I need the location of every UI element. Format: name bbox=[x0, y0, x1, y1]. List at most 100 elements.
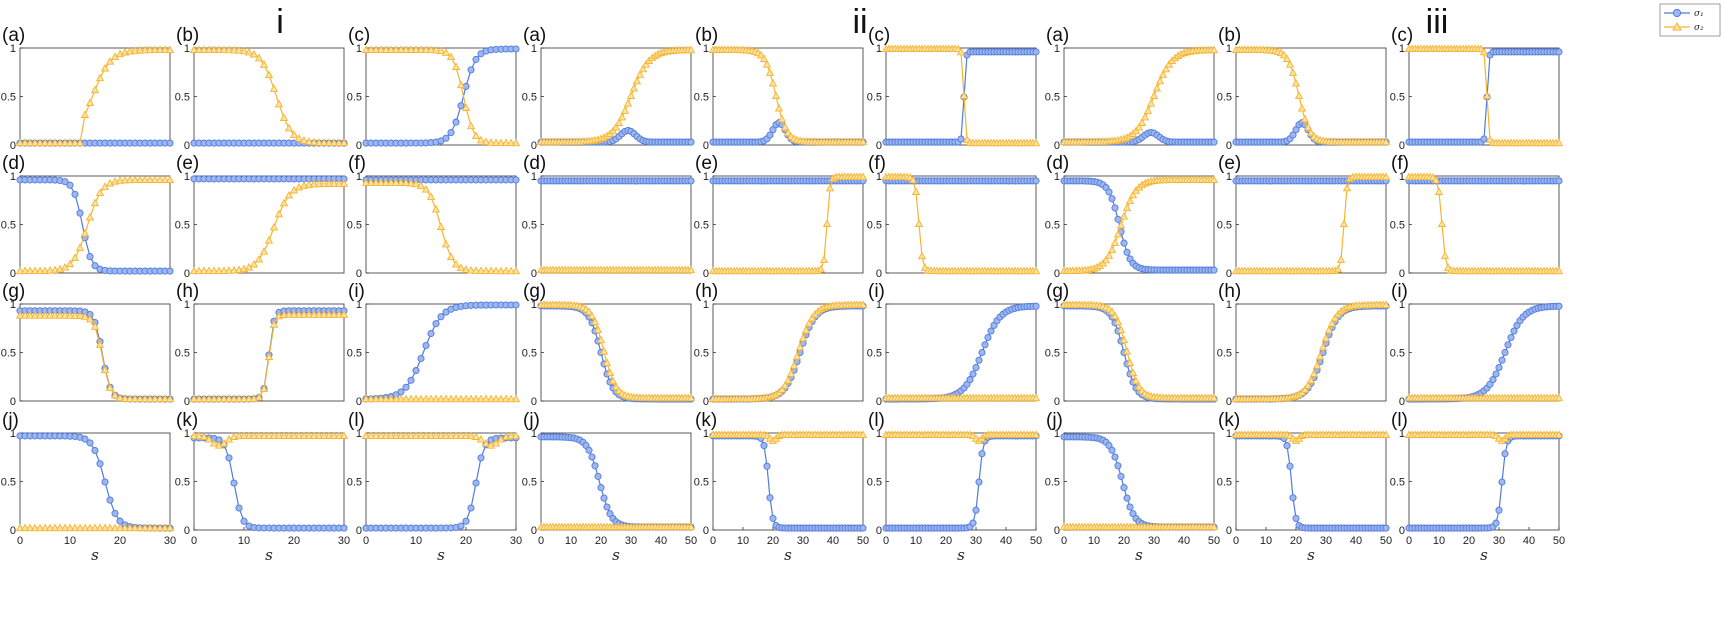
y-tick-label: 1 bbox=[1054, 299, 1060, 311]
series-sigma2-point bbox=[1134, 382, 1144, 391]
series-sigma2-point bbox=[130, 175, 140, 184]
y-tick-label: 1 bbox=[876, 428, 882, 440]
panel-ii-j: 00.510 10 20 30 40 50s(j) bbox=[522, 410, 697, 564]
series-sigma1-point bbox=[1292, 126, 1300, 134]
y-tick-label: 0.5 bbox=[1045, 348, 1060, 360]
panel-iii-g: 0 0.5 1(g) bbox=[1045, 281, 1219, 408]
series-sigma2-point bbox=[466, 121, 476, 130]
series-sigma2-point bbox=[461, 103, 471, 111]
series-sigma1-point bbox=[978, 450, 986, 458]
series-sigma1-point bbox=[81, 435, 89, 443]
y-tick-label: 1 bbox=[184, 299, 190, 311]
series-sigma2-point bbox=[25, 266, 35, 275]
y-tick-label: 0.5 bbox=[1045, 220, 1060, 232]
series-sigma1-point bbox=[477, 454, 485, 462]
series-sigma2-point bbox=[611, 382, 621, 391]
series-sigma2-point bbox=[1134, 122, 1144, 131]
series-sigma1-point bbox=[427, 329, 435, 338]
y-tick-label: 0.5 bbox=[867, 92, 882, 104]
series-sigma2-point bbox=[100, 63, 110, 72]
series-sigma2-point bbox=[584, 307, 594, 316]
series-sigma2-point bbox=[65, 138, 75, 147]
y-tick-label: 0 bbox=[876, 140, 882, 152]
series-sigma1-point bbox=[766, 131, 774, 139]
y-tick-label: 0 bbox=[1226, 525, 1232, 537]
series-sigma2-point bbox=[491, 138, 501, 146]
y-tick-label: 0.5 bbox=[1045, 477, 1060, 489]
series-sigma2-point bbox=[45, 266, 55, 274]
series-sigma2-point bbox=[421, 431, 431, 439]
series-sigma2-point bbox=[1294, 91, 1304, 100]
series-sigma2-point bbox=[150, 45, 160, 54]
series-sigma2-point bbox=[765, 68, 775, 76]
series-sigma2-point bbox=[249, 49, 259, 58]
series-sigma2-point bbox=[587, 311, 597, 320]
series-sigma2-point bbox=[234, 431, 244, 440]
panel-iii-j: 00.510 10 20 30 40 50s(j) bbox=[1045, 410, 1220, 564]
x-tick-label: 40 bbox=[1178, 535, 1190, 547]
y-tick-label: 0.5 bbox=[1, 92, 16, 104]
y-tick-label: 0.5 bbox=[867, 348, 882, 360]
panel-i-a: 0 0.5 1(a) bbox=[1, 25, 175, 152]
series-sigma2-point bbox=[476, 135, 486, 144]
series-sigma2-point bbox=[496, 138, 506, 147]
x-tick-label: 40 bbox=[1000, 535, 1012, 547]
series-sigma2-point bbox=[70, 523, 80, 532]
panel-label: (a) bbox=[523, 25, 546, 46]
panel-iii-e: 0 0.5 1(e) bbox=[1217, 153, 1391, 280]
y-tick-label: 0 bbox=[703, 396, 709, 408]
series-sigma2-point bbox=[406, 431, 416, 439]
series-sigma2-point bbox=[426, 192, 436, 200]
series-sigma2-point bbox=[294, 310, 304, 318]
series-sigma2-point bbox=[145, 175, 155, 183]
series-sigma2-point bbox=[85, 523, 95, 532]
x-tick-label: 20 bbox=[767, 535, 779, 547]
series-sigma1-point bbox=[981, 341, 989, 349]
panel-label: (j) bbox=[2, 410, 19, 431]
series-sigma2-point bbox=[284, 190, 294, 199]
series-sigma2-point bbox=[783, 375, 793, 384]
series-sigma2-point bbox=[294, 134, 304, 142]
series-sigma2-point bbox=[376, 45, 386, 53]
y-tick-label: 1 bbox=[876, 43, 882, 55]
series-sigma2-point bbox=[792, 352, 802, 360]
legend-sigma1-label: σ₁ bbox=[1694, 9, 1704, 19]
series-sigma2-point bbox=[85, 98, 95, 106]
y-tick-label: 0 bbox=[10, 268, 16, 280]
x-tick-label: 10 bbox=[1260, 535, 1272, 547]
group-label-i: i bbox=[276, 3, 284, 41]
series-sigma2-point bbox=[165, 523, 175, 532]
x-tick-label: 10 bbox=[238, 535, 250, 547]
series-sigma1-point bbox=[1032, 302, 1040, 310]
series-sigma2-point bbox=[366, 394, 376, 403]
series-sigma1-point bbox=[417, 354, 425, 363]
series-sigma2-point bbox=[381, 45, 391, 53]
y-tick-label: 0 bbox=[531, 525, 537, 537]
series-sigma2-point bbox=[361, 178, 371, 186]
series-sigma2-point bbox=[219, 394, 229, 403]
panel-ii-a: 0 0.5 1(a) bbox=[522, 25, 696, 152]
series-sigma2-point bbox=[777, 114, 787, 123]
series-sigma2-point bbox=[35, 311, 45, 319]
series-sigma2-point bbox=[456, 431, 466, 439]
series-sigma2-point bbox=[334, 179, 344, 187]
series-sigma1-point bbox=[91, 262, 99, 270]
series-sigma2-point bbox=[804, 319, 814, 327]
series-sigma2-point bbox=[1554, 138, 1564, 147]
series-sigma1-point bbox=[972, 363, 980, 372]
series-sigma2-point bbox=[45, 523, 55, 532]
axes-box bbox=[193, 175, 345, 274]
series-sigma2-point bbox=[471, 266, 481, 274]
series-sigma2-point bbox=[1297, 103, 1307, 112]
series-sigma2-point bbox=[115, 523, 125, 532]
series-sigma2-point bbox=[446, 394, 456, 403]
series-sigma2-point bbox=[396, 178, 406, 186]
series-sigma2-point bbox=[219, 45, 229, 54]
series-sigma2-point bbox=[461, 394, 471, 403]
x-tick-label: 20 bbox=[1118, 535, 1130, 547]
series-sigma2-point bbox=[214, 45, 224, 54]
x-tick-label: 20 bbox=[595, 535, 607, 547]
series-sigma2-point bbox=[299, 310, 309, 318]
series-sigma2-point bbox=[55, 311, 65, 319]
series-sigma2-point bbox=[1288, 68, 1298, 76]
